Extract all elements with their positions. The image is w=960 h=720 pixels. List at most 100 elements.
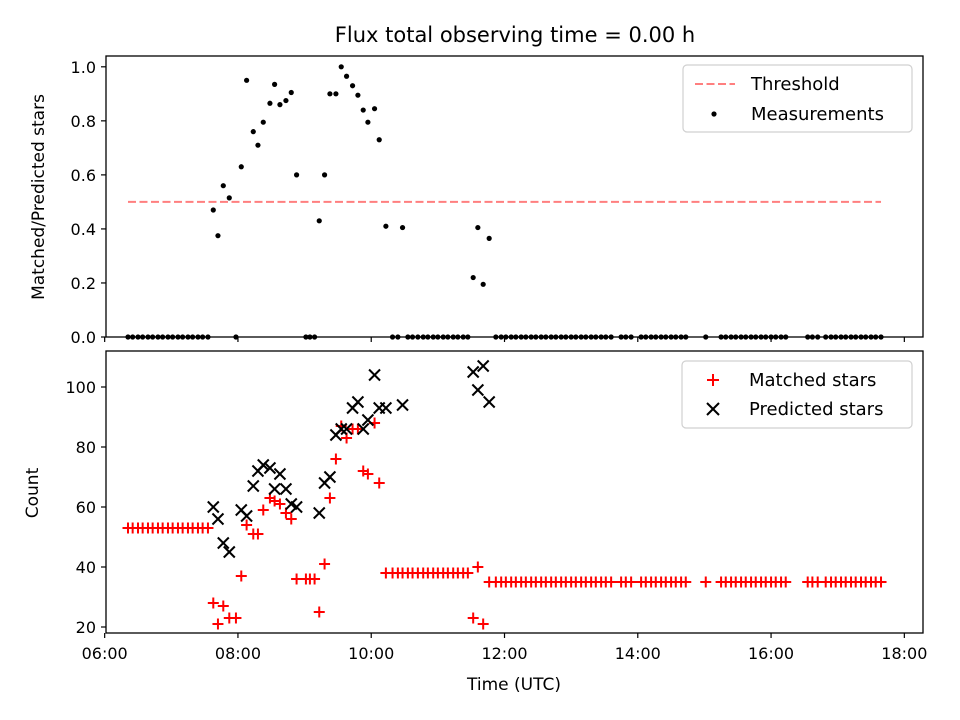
measurement-point [210,207,216,213]
y-tick-label: 1.0 [71,58,96,77]
top-plot-frame [105,55,924,338]
predicted-stars-point [340,422,353,436]
measurement-point [220,183,226,189]
matched-stars-point [780,576,792,588]
matched-stars-point [202,522,214,534]
chart-title: Flux total observing time = 0.00 h [335,23,695,47]
predicted-stars-point [247,479,260,493]
predicted-stars-point [290,500,303,514]
measurement-point [376,137,382,143]
matched-stars-point [462,567,474,579]
predicted-stars-point [273,467,287,481]
top-plot-ylabel: Matched/Predicted stars [29,94,49,300]
predicted-stars-point [323,470,337,484]
measurement-point [267,100,273,106]
y-tick-label: 20 [76,618,96,637]
matched-stars-point [309,573,321,585]
legend-measurements-label: Measurements [751,104,884,125]
measurement-point [383,223,389,229]
legend-predicted-label: Predicted stars [749,399,883,420]
matched-stars-point [252,528,264,540]
matched-stars-point [235,570,247,582]
bottom-plot-ylabel: Count [23,467,43,518]
matched-stars-point [313,606,325,618]
x-tick-label: 12:00 [481,644,527,663]
matched-stars-point [680,576,692,588]
y-tick-label: 40 [76,558,96,577]
matched-stars-point [207,597,219,609]
predicted-stars-point [466,365,480,379]
top-plot-legend: Threshold Measurements [682,64,913,133]
y-tick-label: 0.0 [71,328,96,347]
measurement-point [244,77,250,83]
y-tick-label: 0.8 [71,112,96,131]
bottom-plot: 20 40 60 80 100 06:00 08:00 10:00 12:00 14:00 16:0… [23,350,927,695]
predicted-stars-point [482,395,496,409]
top-plot-ticks: 0.0 0.2 0.4 0.6 0.8 1.0 [71,58,905,347]
bottom-plot-legend: Matched stars Predicted stars [681,360,913,429]
measurement-point [321,172,328,178]
legend-frame [682,64,913,133]
predicted-stars-point [357,422,370,436]
measurement-point [260,119,266,125]
x-tick-label: 16:00 [748,644,794,663]
bottom-plot-xlabel: Time (UTC) [466,675,561,695]
measurement-point [288,89,294,96]
measurement-point [338,64,344,70]
measurement-point [327,91,333,97]
predicted-stars-point [211,512,225,526]
predicted-stars-point [268,482,281,496]
measurement-point [277,102,283,108]
x-tick-label: 10:00 [348,644,394,663]
legend-matched-swatch [707,374,719,386]
matched-stars-point [212,618,224,630]
bottom-plot-ticks: 20 40 60 80 100 06:00 08:00 10:00 12:00 14:00 16:0… [65,378,927,663]
matched-stars-point [362,468,374,480]
matched-stars-point [274,498,286,510]
measurement-point [480,281,486,287]
measurement-point [215,233,221,239]
predicted-stars-point [379,401,393,415]
bottom-plot-frame [105,350,924,634]
predicted-stars-point [207,500,220,514]
measurement-point [271,81,278,87]
measurement-point [470,274,476,281]
y-tick-label: 80 [76,438,96,457]
matched-stars-point [217,600,229,612]
measurement-point [255,142,261,148]
matched-stars-point [700,576,712,588]
bottom-plot-marks [122,359,887,630]
legend-matched-label: Matched stars [749,370,876,391]
predicted-stars-point [263,461,277,475]
y-tick-label: 100 [65,378,96,397]
predicted-stars-point [368,368,381,382]
measurement-point [399,224,406,231]
measurement-point [293,172,300,178]
y-tick-label: 60 [76,498,96,517]
x-tick-label: 08:00 [215,644,261,663]
predicted-stars-point [396,398,409,412]
legend-frame [681,360,913,429]
legend-threshold-label: Threshold [750,74,840,95]
matched-stars-point [319,558,331,570]
measurement-point [343,73,350,79]
measurement-point [238,164,244,170]
matched-stars-point [875,576,887,588]
y-tick-label: 0.2 [71,274,96,293]
y-tick-label: 0.6 [71,166,96,185]
predicted-stars-point [335,422,348,436]
measurement-point [371,106,378,112]
matched-stars-point [241,519,253,531]
predicted-stars-point [223,545,236,559]
measurement-point [283,97,289,104]
measurement-point [349,83,356,89]
matched-stars-point [291,573,303,585]
predicted-stars-point [217,536,230,550]
matched-stars-point [230,612,242,624]
predicted-stars-point [361,413,375,427]
measurement-point [316,218,322,224]
predicted-stars-point [279,482,293,496]
measurement-point [360,107,366,113]
matched-stars-point [373,477,385,489]
